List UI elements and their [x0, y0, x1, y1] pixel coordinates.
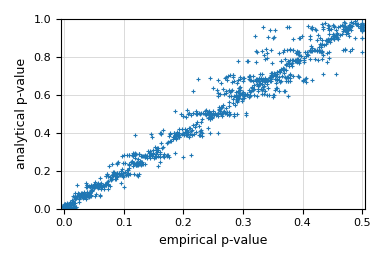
Y-axis label: analytical p-value: analytical p-value	[15, 58, 28, 170]
X-axis label: empirical p-value: empirical p-value	[159, 234, 267, 247]
